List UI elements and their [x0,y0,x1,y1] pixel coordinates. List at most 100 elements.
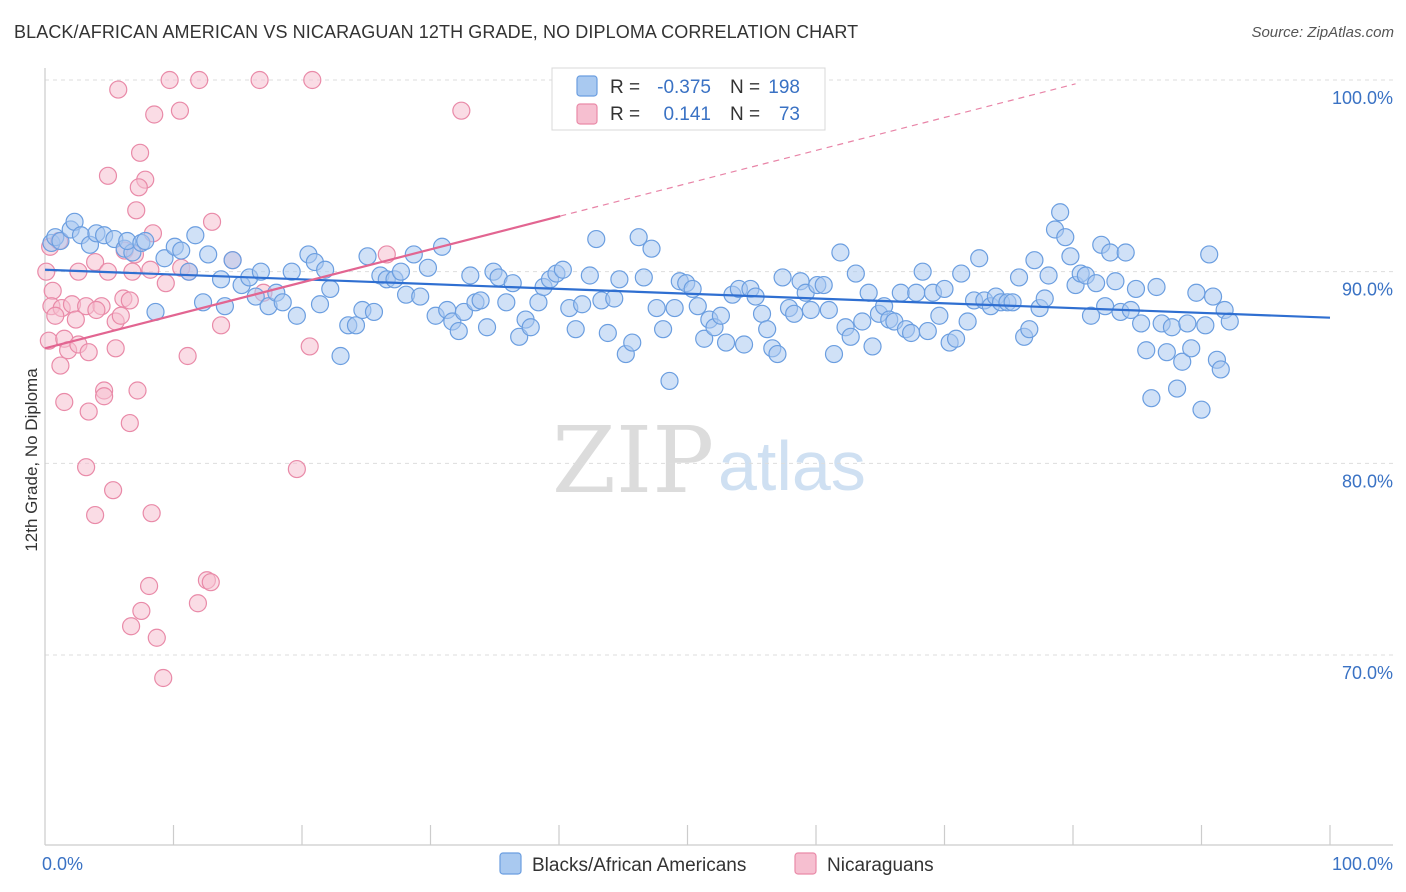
pink-point-68 [154,668,173,688]
pink-point-53 [95,387,114,406]
legend-n-label-pink: N = [730,104,760,125]
pink-point-39 [111,306,130,325]
trend-lines [44,83,1331,350]
pink-point-3 [303,70,322,90]
blue-point-25 [223,251,242,270]
blue-point-197 [1220,312,1239,331]
blue-point-140 [930,306,949,325]
blue-point-60 [461,266,480,285]
pink-point-24 [141,260,160,279]
pink-point-58 [86,505,105,525]
blue-point-34 [287,306,306,325]
blue-point-133 [891,283,910,302]
trend-line-pink [44,215,561,350]
blue-point-183 [1157,343,1176,362]
blue-point-77 [566,320,585,339]
blue-point-177 [1126,279,1146,299]
pink-point-34 [120,291,139,310]
blue-point-175 [1116,243,1135,262]
blue-point-135 [901,323,921,343]
blue-point-190 [1192,400,1211,419]
pink-point-54 [128,381,147,400]
blue-point-143 [946,329,966,348]
blue-point-181 [1147,277,1166,297]
pink-point-48 [51,356,70,375]
pink-point-7 [452,101,471,120]
chart-title: BLACK/AFRICAN AMERICAN VS NICARAGUAN 12T… [14,22,859,42]
blue-point-52 [411,287,430,306]
axes [44,68,1393,846]
blue-point-105 [734,335,754,354]
x-tick-label-right: 100.0% [1332,854,1393,874]
blue-point-79 [580,266,599,285]
blue-point-71 [529,293,548,312]
blue-point-164 [1061,247,1080,266]
pink-point-63 [201,573,220,592]
blue-point-124 [841,327,860,346]
pink-point-6 [170,101,190,120]
blue-point-173 [1106,272,1125,291]
blue-point-168 [1081,306,1101,325]
pink-point-36 [66,310,85,329]
blue-point-109 [758,320,777,339]
bottom-legend-label-pink: Nicaraguans [827,855,934,876]
legend-n-value-pink: 73 [779,104,800,125]
watermark-zip: ZIP [552,407,714,514]
pink-point-8 [130,143,150,162]
blue-point-53 [418,258,438,277]
blue-point-14 [136,231,155,251]
blue-point-97 [688,297,707,316]
blue-point-187 [1178,314,1197,333]
x-tick-label-left: 0.0% [42,854,83,874]
series-legend: Blacks/African Americans Nicaraguans [499,852,934,876]
blue-point-171 [1096,297,1115,316]
pink-point-49 [300,337,319,356]
pink-point-55 [120,413,139,433]
blue-point-49 [391,262,411,281]
blue-point-189 [1187,283,1206,302]
blue-point-157 [1025,251,1044,270]
blue-point-114 [785,304,804,323]
blue-point-144 [952,264,971,283]
source-credit: Source: ZipAtlas.com [1251,24,1394,41]
blue-point-90 [647,298,666,318]
blue-point-93 [665,298,684,318]
blue-point-154 [1009,268,1029,287]
blue-point-122 [831,243,850,262]
blue-point-102 [716,333,736,352]
blue-point-22 [199,245,218,264]
blue-point-16 [155,249,174,268]
blue-point-101 [711,306,731,325]
blue-point-119 [814,275,833,295]
blue-point-186 [1173,352,1192,371]
blue-point-126 [853,312,872,331]
blue-point-120 [819,300,838,320]
pink-point-9 [98,166,118,185]
blue-point-125 [846,264,865,283]
blue-point-127 [859,283,878,302]
trend-line-pink-extension [560,83,1076,217]
blue-point-195 [1211,360,1230,379]
pink-point-27 [43,281,62,300]
watermark-atlas: atlas [718,427,866,505]
trend-line-blue [44,268,1331,319]
blue-point-128 [863,337,882,356]
pink-point-35 [46,306,65,325]
blue-point-40 [331,346,350,366]
pink-point-11 [129,178,148,197]
pink-point-0 [160,70,179,90]
blue-point-80 [587,229,606,249]
blue-point-66 [497,293,516,312]
pink-point-26 [156,274,175,293]
bottom-legend-swatch-pink [794,852,817,875]
blue-point-193 [1203,287,1223,306]
blue-point-29 [251,262,270,281]
blue-point-39 [321,279,340,299]
blue-point-32 [273,293,292,312]
blue-point-84 [610,270,629,289]
blue-point-23 [211,270,231,289]
blue-point-192 [1200,245,1219,264]
blue-point-91 [653,320,673,339]
legend-n-label-blue: N = [730,77,760,98]
